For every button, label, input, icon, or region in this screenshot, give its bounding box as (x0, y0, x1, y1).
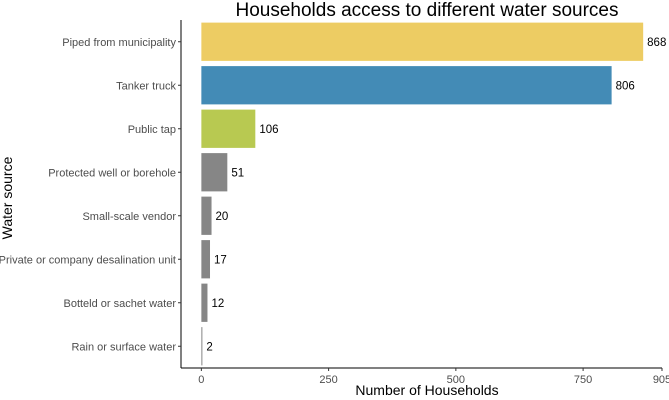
data-label-private-or-company-desalination-unit: 17 (214, 254, 227, 266)
data-label-tanker-truck: 806 (616, 80, 635, 92)
y-tick-label: Rain or surface water (71, 341, 176, 353)
x-axis-title: Number of Households (355, 382, 498, 398)
data-label-botteld-or-sachet-water: 12 (211, 298, 224, 310)
data-label-piped-from-municipality: 868 (647, 37, 666, 49)
data-label-public-tap: 106 (259, 124, 278, 136)
x-tick-label: 250 (319, 374, 337, 386)
x-axis: 0 250 500 750 905 (181, 367, 669, 386)
data-label-protected-well-or-borehole: 51 (231, 167, 244, 179)
y-axis: Piped from municipality Tanker truck Publi… (0, 20, 182, 368)
y-tick-label: Piped from municipality (62, 37, 176, 49)
bar-private-or-company-desalination-unit (201, 240, 211, 279)
x-tick-label: 905 (653, 374, 669, 386)
y-tick-label: Private or company desalination unit (0, 254, 176, 266)
bars-group (201, 22, 644, 366)
chart-title: Households access to different water sou… (235, 0, 618, 21)
y-tick-label: Botteld or sachet water (63, 298, 176, 310)
y-tick-label: Small-scale vendor (82, 211, 176, 223)
y-tick-label: Protected well or borehole (48, 167, 176, 179)
bar-public-tap (201, 109, 256, 148)
data-label-rain-or-surface-water: 2 (206, 341, 212, 353)
y-tick-label: Tanker truck (116, 80, 176, 92)
bar-protected-well-or-borehole (201, 153, 228, 192)
x-tick-label: 0 (198, 374, 204, 386)
bar-botteld-or-sachet-water (201, 283, 208, 322)
data-labels-group: 868 806 106 51 20 17 12 2 (206, 37, 666, 354)
data-label-small-scale-vendor: 20 (216, 211, 229, 223)
y-tick-label: Public tap (128, 124, 176, 136)
bar-rain-or-surface-water (201, 327, 203, 366)
x-tick-label: 500 (447, 374, 465, 386)
y-axis-title: Water source (0, 156, 15, 239)
x-tick-label: 750 (574, 374, 592, 386)
bar-small-scale-vendor (201, 196, 212, 235)
bar-tanker-truck (201, 66, 612, 105)
bar-piped-from-municipality (201, 22, 644, 61)
